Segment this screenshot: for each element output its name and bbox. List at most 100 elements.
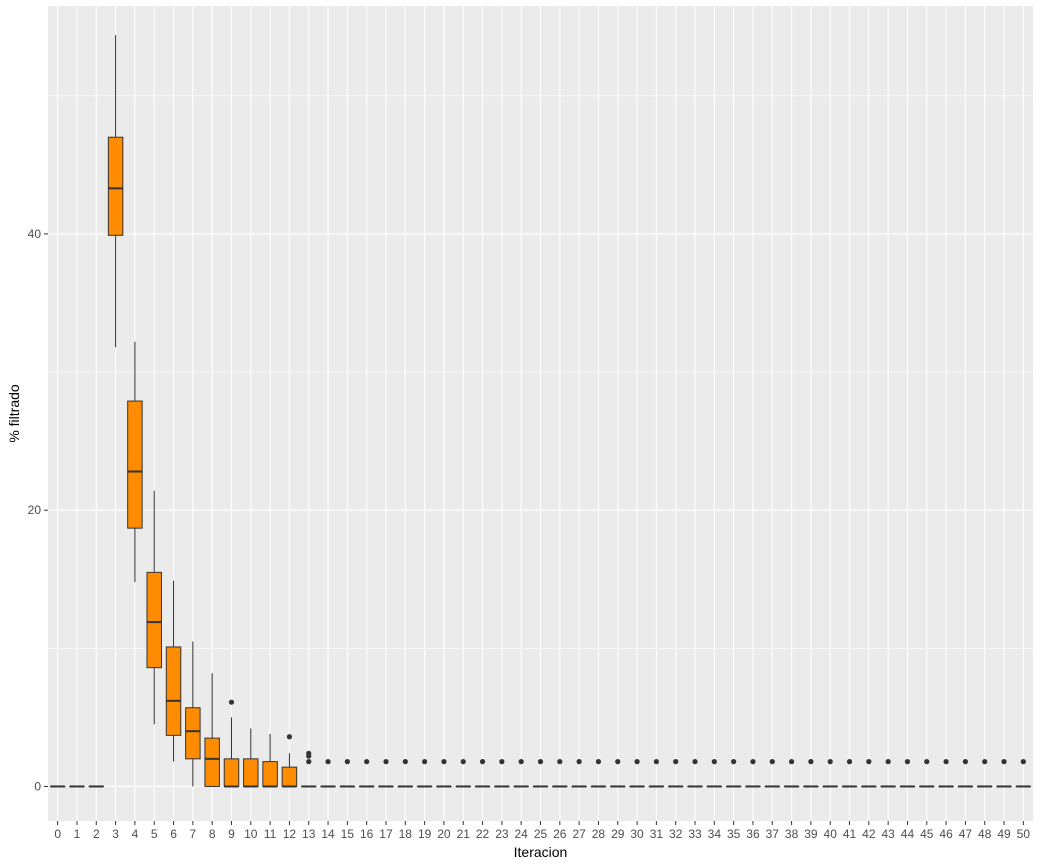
x-tick-label: 33 [688,827,702,841]
outlier-point [576,759,582,765]
outlier-point [962,759,969,765]
x-tick-label: 3 [112,827,119,841]
x-tick-label: 29 [611,827,625,841]
x-tick-label: 19 [418,827,432,841]
box-5 [146,490,162,725]
x-tick-label: 1 [74,827,81,841]
outlier-point [692,759,698,765]
outlier-point [306,750,312,756]
outlier-point [228,699,235,705]
box-39 [803,759,819,788]
box-20 [436,759,452,788]
outlier-point [325,759,331,765]
box-iqr [262,761,278,787]
box-iqr [146,571,162,669]
box-21 [455,759,471,788]
outlier-point [557,759,563,765]
box-10 [243,728,259,788]
x-axis-title: Iteracion [514,844,568,860]
x-tick-label: 13 [302,827,316,841]
box-41 [841,759,858,788]
outlier-point [653,759,659,765]
x-tick-label: 0 [54,827,61,841]
x-tick-label: 46 [939,827,953,841]
x-tick-label: 27 [572,827,586,841]
outlier-point [460,759,466,765]
x-tick-label: 5 [151,827,158,841]
x-tick-label: 44 [901,827,915,841]
box-11 [262,733,278,788]
box-26 [552,759,568,788]
outlier-point [634,759,640,765]
outlier-point [866,759,872,765]
box-36 [745,759,761,788]
y-tick-label: 20 [28,503,42,517]
box-49 [996,759,1012,788]
box-6 [165,580,182,762]
x-tick-label: 47 [959,827,973,841]
box-24 [513,759,529,788]
outlier-point [518,759,524,765]
outlier-point [402,759,408,765]
box-iqr [243,758,259,787]
box-iqr [107,136,124,236]
x-tick-label: 16 [360,827,374,841]
x-tick-label: 28 [592,827,606,841]
box-44 [899,759,916,788]
outlier-point [595,759,602,765]
outlier-point [808,759,814,765]
box-46 [938,759,954,788]
box-3 [107,35,124,348]
x-tick-label: 37 [766,827,780,841]
x-tick-label: 24 [515,827,529,841]
box-27 [571,759,587,788]
x-tick-label: 32 [669,827,683,841]
x-tick-label: 48 [978,827,992,841]
outlier-point [1001,759,1007,765]
outlier-point [750,759,756,765]
x-tick-label: 22 [476,827,490,841]
grid-lines [48,6,1033,821]
x-tick-label: 4 [132,827,139,841]
x-tick-label: 12 [283,827,297,841]
outlier-point [673,759,679,765]
x-tick-label: 18 [399,827,413,841]
box-47 [957,759,974,788]
y-axis-ticks: 0 20 40 [28,227,48,793]
outlier-point [364,759,370,765]
outlier-point [306,759,312,765]
box-28 [590,759,607,788]
x-tick-label: 25 [534,827,548,841]
box-34 [706,759,723,788]
box-38 [783,759,800,788]
x-tick-label: 31 [650,827,664,841]
x-tick-label: 10 [244,827,258,841]
x-tick-label: 43 [881,827,895,841]
y-tick-label: 40 [28,227,42,241]
box-32 [667,759,684,788]
box-4 [127,341,143,583]
x-tick-label: 21 [457,827,471,841]
box-33 [687,759,703,788]
box-9 [223,699,240,788]
x-tick-label: 50 [1017,827,1031,841]
box-23 [494,759,510,788]
box-14 [320,759,336,788]
x-tick-label: 42 [862,827,876,841]
box-8 [204,673,220,787]
outlier-point [499,759,505,765]
x-tick-label: 8 [209,827,216,841]
x-tick-label: 30 [630,827,644,841]
outlier-point [344,759,350,765]
x-tick-label: 45 [920,827,934,841]
outlier-point [904,759,911,765]
x-tick-label: 23 [495,827,509,841]
box-iqr [185,707,201,760]
outlier-point [1020,759,1026,765]
outlier-point [943,759,949,765]
x-tick-label: 49 [997,827,1011,841]
box-45 [919,759,935,788]
x-tick-label: 2 [93,827,100,841]
outlier-point [731,759,737,765]
